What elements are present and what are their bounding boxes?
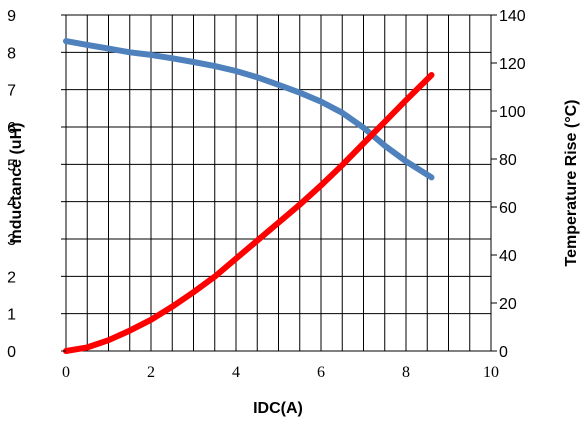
x-tick-label: 8	[402, 364, 410, 381]
y-right-tick-label: 100	[499, 104, 526, 121]
y-left-tick-label: 2	[7, 269, 16, 286]
plot-frame	[65, 14, 492, 352]
y-left-tick-label: 9	[7, 8, 16, 25]
y-axis-right-title: Temperature Rise (°C)	[563, 99, 580, 266]
grid-lines	[66, 15, 491, 351]
series-inductance-line	[63, 38, 435, 181]
y-right-tick-label: 0	[499, 344, 508, 361]
x-tick-label: 10	[483, 364, 499, 381]
y-right-tick-label: 40	[499, 248, 517, 265]
x-tick-label: 2	[147, 364, 155, 381]
x-axis-title: IDC(A)	[253, 400, 303, 417]
x-tick-label: 6	[317, 364, 325, 381]
y-right-tick-label: 60	[499, 200, 517, 217]
y-left-tick-label: 7	[7, 83, 16, 100]
y-right-tick-label: 20	[499, 296, 517, 313]
y-left-tick-label: 6	[7, 120, 16, 137]
y-left-tick-label: 5	[7, 157, 16, 174]
x-tick-label: 4	[232, 364, 240, 381]
y-axis-left-title: Inductance (uH)	[8, 123, 25, 244]
series-layer	[63, 38, 435, 354]
y-right-tick-label: 80	[499, 152, 517, 169]
y-right-tick-label: 120	[499, 56, 526, 73]
series-temperature-line	[63, 72, 435, 354]
x-tick-label: 0	[62, 364, 70, 381]
y-left-tick-label: 1	[7, 307, 16, 324]
tick-labels: 0 1 2 3 4 5 6 7 8 9 0 20 40 60 80 100 120 140 0 2 4 6 8 10	[7, 8, 526, 381]
y-left-tick-label: 0	[7, 344, 16, 361]
y-right-tick-label: 140	[499, 8, 526, 25]
y-left-tick-label: 4	[7, 195, 16, 212]
y-left-tick-label: 3	[7, 232, 16, 249]
y-left-tick-label: 8	[7, 45, 16, 62]
